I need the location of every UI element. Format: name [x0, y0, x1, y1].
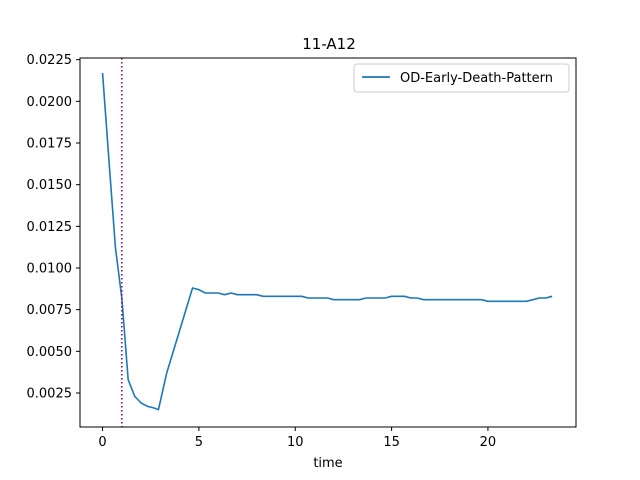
series-line — [101, 72, 553, 411]
y-tick-label: 0.0150 — [27, 178, 73, 193]
chart-title: 11-A12 — [302, 35, 356, 53]
y-tick-label: 0.0100 — [27, 262, 73, 277]
y-axis-ticks: 0.0025 0.0050 0.0075 0.0100 0.0125 0.0150 0.01… — [27, 53, 80, 402]
x-tick-label: 15 — [383, 435, 400, 450]
x-tick-label: 0 — [98, 435, 106, 450]
x-axis-ticks: 0 5 10 15 20 — [98, 427, 496, 450]
y-tick-label: 0.0025 — [27, 387, 73, 402]
plot-area — [101, 58, 553, 427]
x-tick-label: 10 — [287, 435, 304, 450]
plot-frame — [79, 57, 577, 428]
y-tick-label: 0.0075 — [27, 303, 73, 318]
legend: OD-Early-Death-Pattern — [353, 63, 570, 93]
x-tick-label: 20 — [480, 435, 497, 450]
y-tick-label: 0.0175 — [27, 137, 73, 152]
legend-label: OD-Early-Death-Pattern — [400, 71, 553, 86]
legend-box — [353, 63, 570, 93]
y-tick-label: 0.0125 — [27, 220, 73, 235]
y-tick-label: 0.0200 — [27, 95, 73, 110]
y-tick-label: 0.0225 — [27, 53, 73, 68]
y-tick-label: 0.0050 — [27, 345, 73, 360]
x-axis-label: time — [313, 456, 342, 471]
x-tick-label: 5 — [195, 435, 203, 450]
